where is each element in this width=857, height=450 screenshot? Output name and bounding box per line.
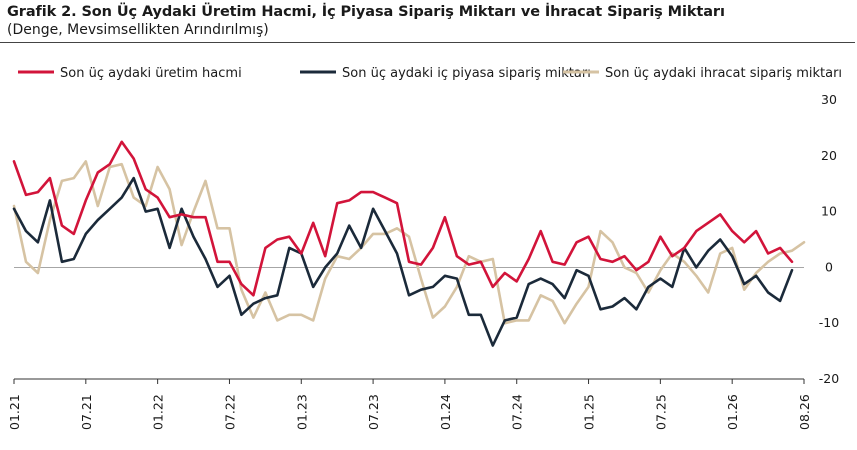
series-line-1 xyxy=(12,140,794,297)
chart-legend: Son üç aydaki üretim hacmi Son üç aydaki … xyxy=(18,66,842,81)
y-tick-label: 30 xyxy=(821,92,837,107)
x-tick-label: 07.21 xyxy=(79,394,94,430)
series-line-2 xyxy=(12,176,794,347)
plot-area xyxy=(12,140,806,347)
title-divider xyxy=(0,42,855,43)
x-axis: 01.21 07.21 01.22 07.22 01.23 07.23 01.24 07.24… xyxy=(7,378,812,430)
legend-label-3: Son üç aydaki ihracat sipariş miktarı xyxy=(605,66,842,81)
x-tick-label: 01.25 xyxy=(582,394,597,430)
y-tick-label: 0 xyxy=(825,259,833,274)
y-axis: 30 20 10 0 -10 -20 xyxy=(819,92,839,386)
x-tick-label: 01.26 xyxy=(725,394,740,430)
x-tick-label: 01.22 xyxy=(151,394,166,430)
x-tick-label: 08.26 xyxy=(797,394,812,430)
x-tick-label: 07.22 xyxy=(222,394,237,430)
x-tick-label: 07.24 xyxy=(510,394,525,430)
chart-title: Grafik 2. Son Üç Aydaki Üretim Hacmi, İç… xyxy=(7,4,725,20)
x-tick-label: 01.24 xyxy=(438,394,453,430)
x-tick-label: 01.23 xyxy=(294,394,309,430)
y-tick-label: 20 xyxy=(821,148,837,163)
x-tick-label: 07.23 xyxy=(366,394,381,430)
y-tick-label: 10 xyxy=(821,204,837,219)
x-tick-label: 01.21 xyxy=(7,394,22,430)
legend-label-2: Son üç aydaki iç piyasa sipariş miktarı xyxy=(342,66,591,81)
y-tick-label: -10 xyxy=(819,315,839,330)
series-line-3 xyxy=(12,160,806,325)
legend-label-1: Son üç aydaki üretim hacmi xyxy=(60,66,242,81)
y-tick-label: -20 xyxy=(819,371,839,386)
chart-subtitle: (Denge, Mevsimsellikten Arındırılmış) xyxy=(7,22,269,38)
x-tick-label: 07.25 xyxy=(653,394,668,430)
